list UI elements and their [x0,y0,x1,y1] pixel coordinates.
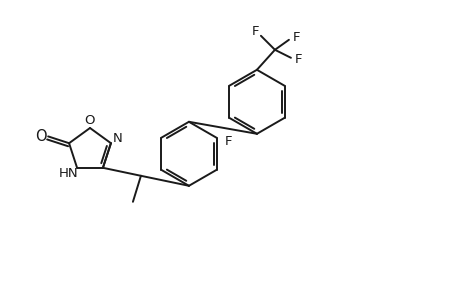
Text: F: F [295,53,302,66]
Text: F: F [292,31,300,44]
Text: O: O [84,113,95,127]
Text: F: F [224,135,232,148]
Text: F: F [252,25,259,38]
Text: HN: HN [58,167,78,180]
Text: N: N [113,132,123,145]
Text: O: O [35,129,46,144]
